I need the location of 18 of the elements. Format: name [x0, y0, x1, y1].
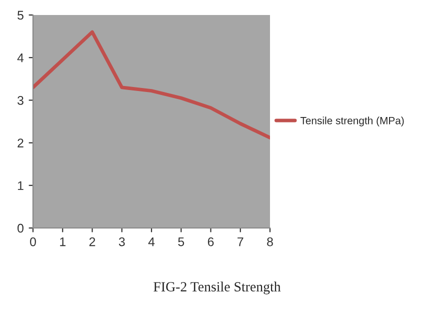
y-tick-label: 3: [18, 96, 24, 105]
y-tick-label: 5: [18, 10, 24, 20]
x-tick-label: 5: [178, 237, 184, 246]
y-tick-label: 1: [18, 181, 24, 190]
x-tick-label: 7: [238, 237, 244, 246]
line-series: [33, 30, 270, 140]
y-tick-label: 0: [18, 224, 24, 233]
x-tick-label: 3: [118, 237, 125, 246]
legend-label: Tensile strength (MPa): [300, 116, 404, 126]
x-tick-label: 6: [208, 237, 214, 246]
x-tick-label: 2: [89, 237, 96, 246]
x-tick-label: 1: [60, 237, 66, 246]
y-tick-label: 4: [17, 54, 24, 62]
x-tick-label: 4: [148, 237, 155, 246]
x-tick-label: 0: [30, 237, 36, 246]
x-tick-label: 8: [267, 237, 273, 246]
y-tick-label: 2: [18, 138, 24, 148]
text: FIG-2 Tensile Strength: [154, 282, 281, 294]
